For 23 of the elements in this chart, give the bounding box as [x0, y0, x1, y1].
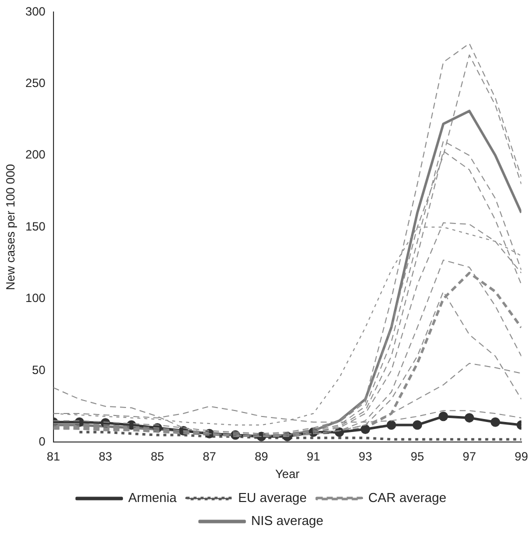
x-axis-title: Year	[275, 467, 300, 482]
legend-label: EU average	[238, 490, 307, 506]
y-axis-title: New cases per 100 000	[4, 164, 18, 290]
x-tick-label: 85	[150, 450, 164, 464]
legend-label: CAR average	[368, 490, 446, 506]
y-tick-label: 250	[25, 76, 46, 90]
legend-label: Armenia	[128, 490, 178, 506]
x-tick-label: 99	[514, 450, 528, 464]
x-tick-label: 83	[98, 450, 112, 464]
x-tick-label: 81	[46, 450, 60, 464]
x-tick-label: 93	[358, 450, 372, 464]
y-tick-label: 0	[38, 434, 46, 449]
y-tick-label: 300	[25, 4, 46, 18]
x-tick-label: 91	[306, 450, 320, 464]
y-tick-label: 150	[25, 219, 46, 234]
legend-label: NIS average	[251, 513, 324, 528]
x-tick-label: 97	[462, 450, 476, 464]
y-tick-label: 200	[25, 148, 46, 162]
x-tick-label: 87	[202, 450, 216, 464]
y-tick-label: 100	[25, 291, 46, 306]
y-tick-label: 50	[32, 362, 46, 377]
x-tick-label: 89	[254, 450, 268, 464]
x-tick-label: 95	[410, 450, 424, 464]
